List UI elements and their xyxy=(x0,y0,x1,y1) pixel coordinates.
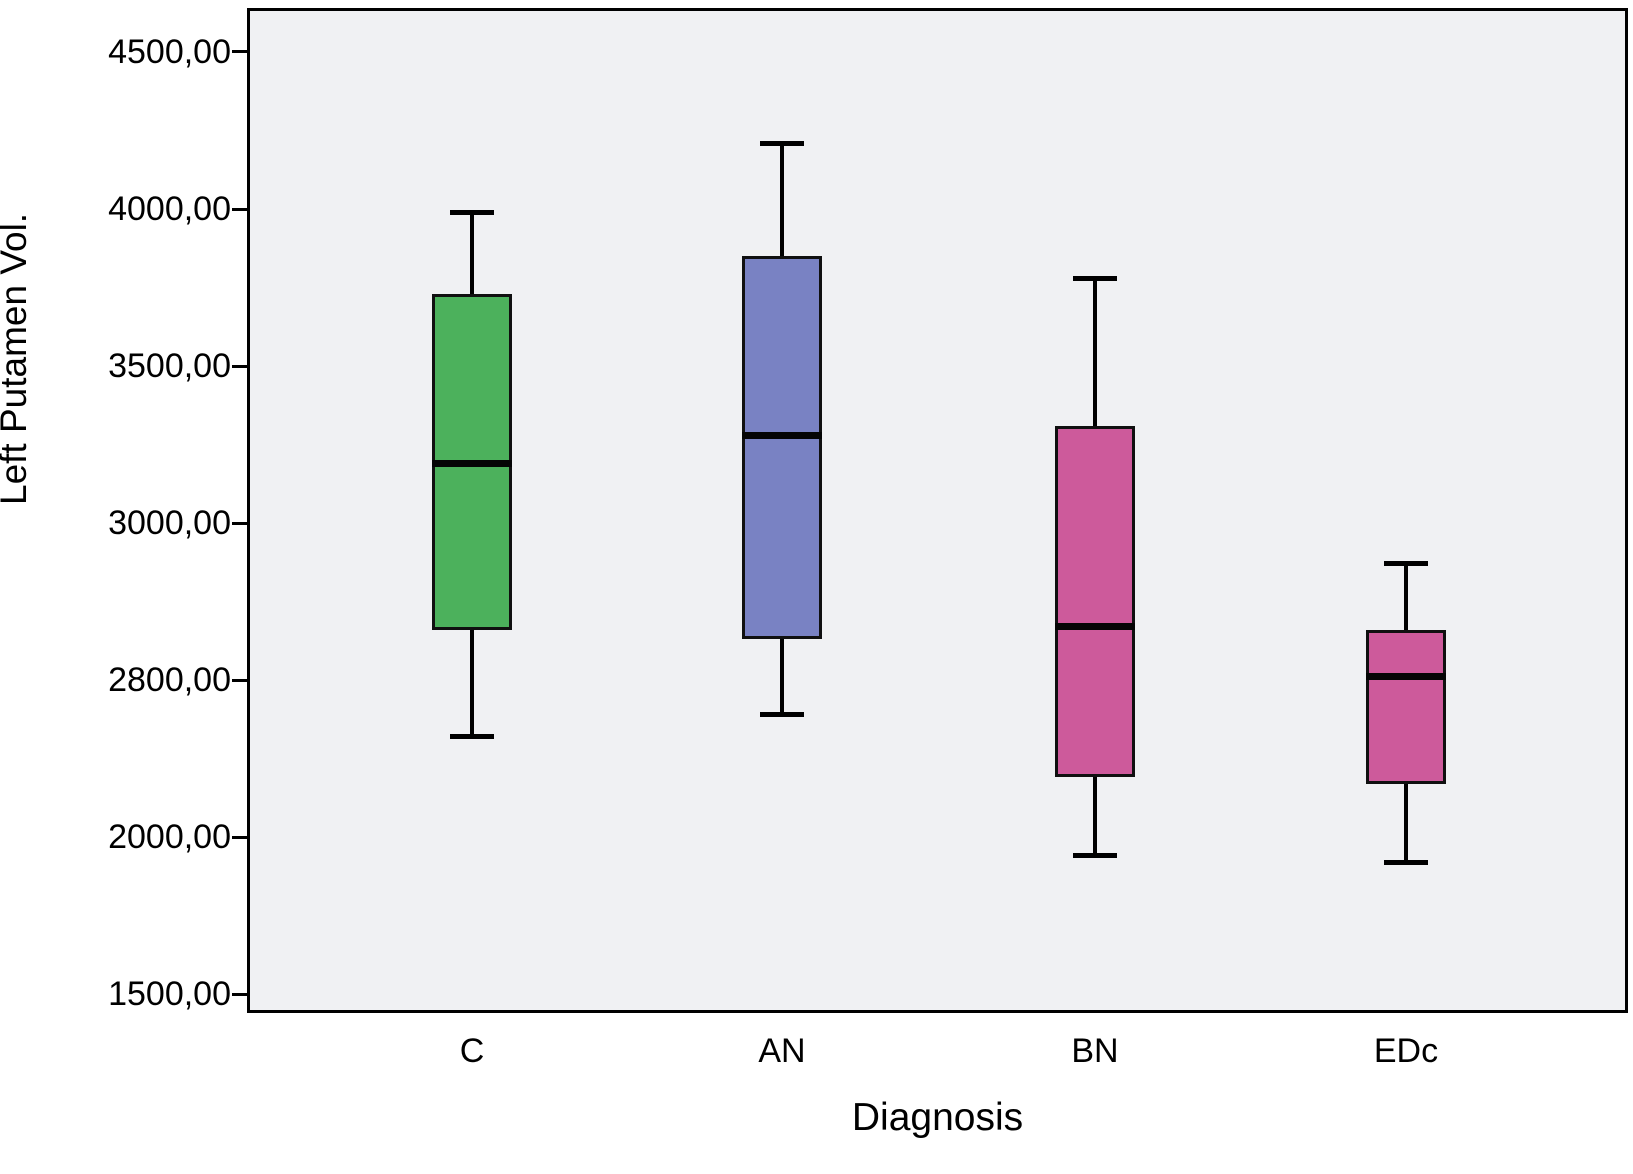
whisker-cap-bottom-AN xyxy=(760,712,804,718)
x-category-label-AN: AN xyxy=(758,1032,806,1070)
median-line-BN xyxy=(1055,623,1135,631)
y-axis-title: Left Putamen Vol. xyxy=(0,212,34,505)
whisker-cap-top-EDc xyxy=(1384,561,1428,567)
y-tick-label: 3000,00 xyxy=(108,504,231,543)
whisker-cap-top-C xyxy=(450,209,494,215)
median-line-C xyxy=(432,459,512,467)
whisker-cap-bottom-EDc xyxy=(1384,859,1428,865)
x-category-label-BN: BN xyxy=(1071,1032,1119,1070)
whisker-cap-top-AN xyxy=(760,140,804,146)
y-tick-label: 3500,00 xyxy=(108,347,231,386)
y-tick-label: 2800,00 xyxy=(108,661,231,700)
y-tick-mark xyxy=(232,207,247,211)
whisker-cap-bottom-C xyxy=(450,734,494,740)
iqr-box-BN xyxy=(1055,425,1135,778)
whisker-cap-top-BN xyxy=(1073,275,1117,281)
median-line-EDc xyxy=(1366,673,1446,681)
median-line-AN xyxy=(742,431,822,439)
y-tick-label: 2000,00 xyxy=(108,818,231,857)
x-axis-title: Diagnosis xyxy=(851,1096,1024,1139)
y-tick-label: 4000,00 xyxy=(108,190,231,228)
y-tick-mark xyxy=(232,50,247,54)
y-tick-mark xyxy=(232,992,247,996)
whisker-cap-bottom-BN xyxy=(1073,853,1117,859)
y-tick-label: 4500,00 xyxy=(108,32,231,71)
y-tick-mark xyxy=(232,678,247,682)
y-tick-label: 1500,00 xyxy=(108,975,231,1014)
y-tick-mark xyxy=(232,364,247,368)
iqr-box-AN xyxy=(742,256,822,640)
x-category-label-EDc: EDc xyxy=(1373,1032,1439,1070)
x-category-label-C: C xyxy=(459,1032,485,1070)
y-tick-mark xyxy=(232,521,247,525)
iqr-box-EDc xyxy=(1366,629,1446,784)
y-tick-mark xyxy=(232,835,247,839)
